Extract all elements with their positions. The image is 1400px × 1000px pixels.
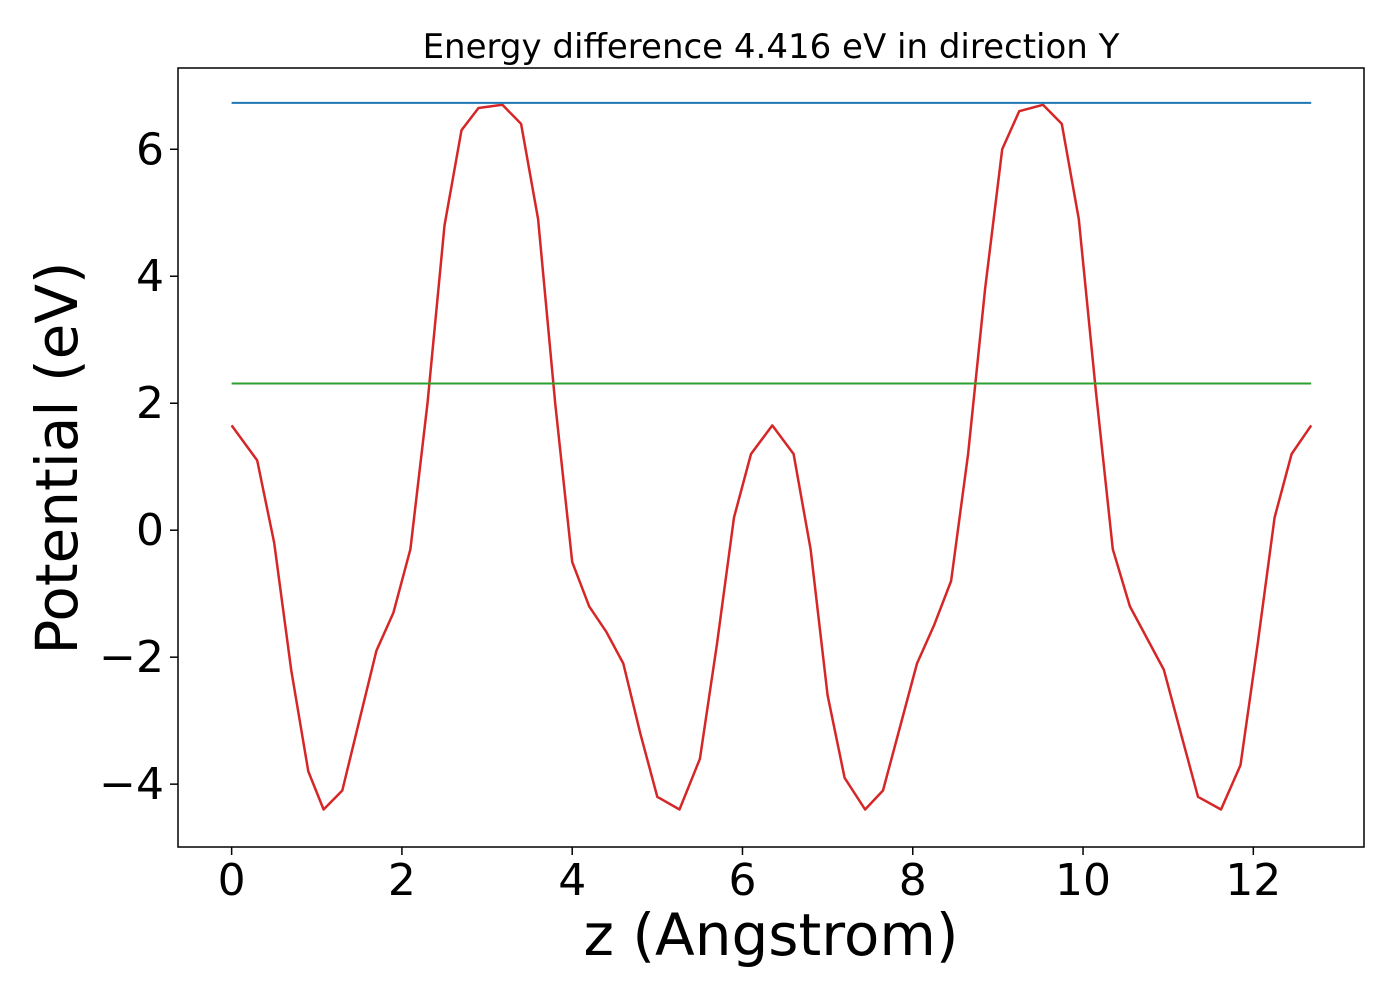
x-tick-label: 8 [899,855,927,906]
x-tick-label: 12 [1225,855,1281,906]
x-tick-label: 10 [1055,855,1111,906]
x-tick-label: 0 [218,855,246,906]
x-tick-label: 2 [388,855,416,906]
y-axis-label: Potential (eV) [23,261,91,654]
x-tick-label: 4 [558,855,586,906]
x-ticks: 0 2 4 6 8 10 12 [218,847,1281,906]
y-tick-label: 2 [136,378,164,429]
x-tick-label: 6 [728,855,756,906]
plot-area [177,67,1365,848]
series-layer [230,101,1313,811]
potential-curve-line [230,103,1313,811]
y-tick-label: 6 [136,124,164,175]
y-tick-label: −2 [99,632,164,683]
y-ticks: −4 −2 0 2 4 6 [99,124,178,810]
y-tick-label: 0 [136,505,164,556]
x-axis-label: z (Angstrom) [584,901,959,969]
y-tick-label: −4 [99,759,164,810]
chart-title: Energy difference 4.416 eV in direction … [423,27,1120,67]
y-tick-label: 4 [136,251,164,302]
